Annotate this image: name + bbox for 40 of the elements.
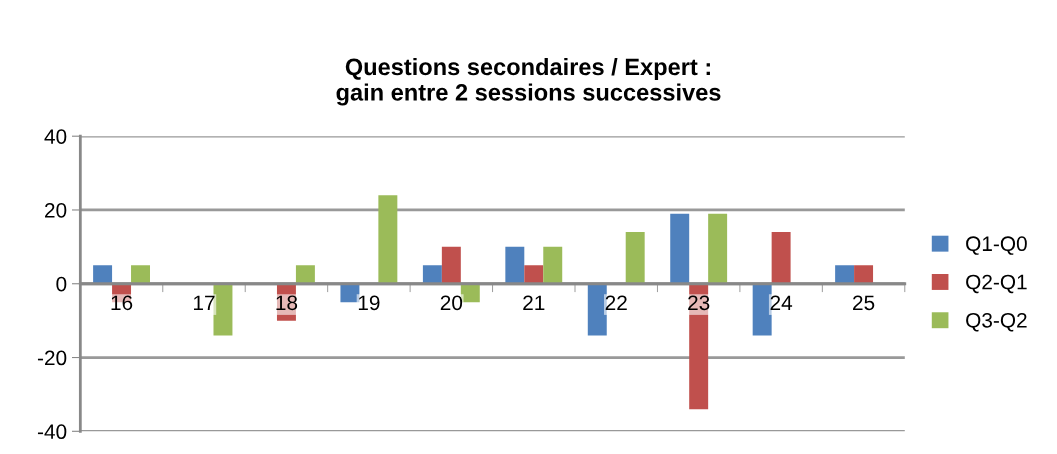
bar: [460, 283, 480, 303]
x-tick-label: 17: [194, 295, 215, 310]
x-tick-label: 24: [770, 295, 793, 310]
chart-title: Questions secondaires / Expert : gain entre 2 sessions successives: [336, 57, 721, 106]
legend-label: Q3-Q2: [966, 312, 1027, 332]
x-tick-label: 18: [276, 295, 298, 311]
y-tick-label: -20: [37, 350, 67, 366]
bar: [689, 283, 709, 410]
legend-label: Q2-Q1: [966, 274, 1027, 294]
bar: [505, 246, 525, 284]
bar: [670, 213, 690, 284]
x-tick-label: 16: [111, 295, 133, 311]
bar: [213, 283, 233, 336]
bar: [93, 265, 113, 284]
legend-label: Q1-Q0: [966, 236, 1027, 255]
bar: [131, 265, 150, 284]
x-tick-label: 20: [440, 295, 463, 311]
y-tick-label: 0: [56, 276, 67, 292]
bar: [524, 265, 544, 284]
bar: [441, 246, 461, 284]
x-tick-label: 25: [853, 295, 875, 311]
bar: [587, 283, 607, 336]
bar: [543, 246, 563, 284]
x-tick-label: 21: [523, 295, 545, 310]
x-tick-label: 19: [358, 295, 380, 311]
x-tick-label: 23: [688, 295, 710, 311]
bar: [295, 265, 315, 284]
y-tick-label: 20: [45, 202, 67, 218]
bar: [752, 283, 772, 336]
bar: [378, 195, 398, 284]
y-tick-label: 40: [44, 129, 67, 144]
bar: [340, 283, 360, 303]
x-tick-label: 22: [605, 295, 627, 310]
bar: [771, 232, 791, 284]
bar: [708, 213, 728, 284]
y-tick-label: -40: [37, 424, 67, 440]
bar: [422, 265, 442, 284]
bar: [625, 232, 645, 284]
bar: [835, 265, 855, 284]
bar: [854, 265, 874, 284]
